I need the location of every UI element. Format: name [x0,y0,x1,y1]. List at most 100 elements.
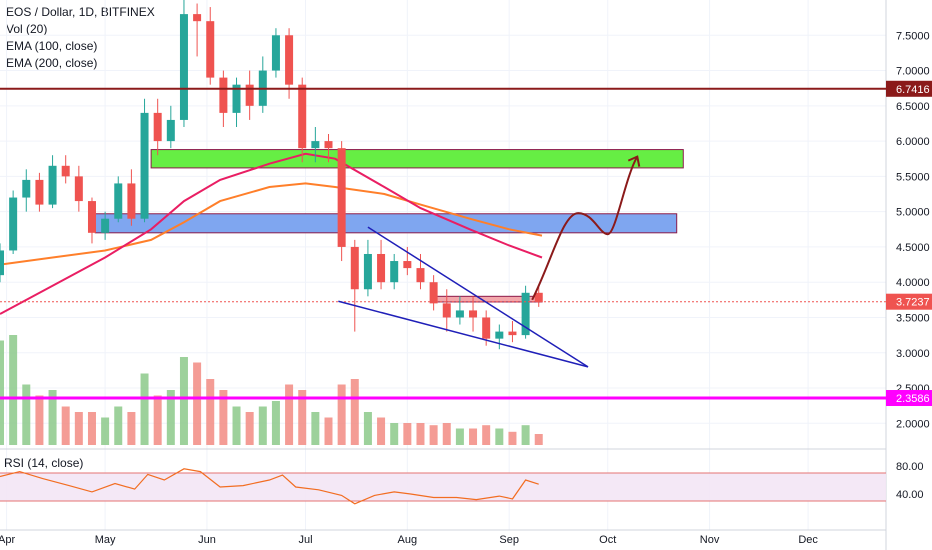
candle-body-24 [311,141,320,149]
candle-body-21 [271,35,280,71]
candle-body-12 [153,112,162,142]
candle-body-27 [350,246,359,290]
volume-bar-13 [166,390,175,445]
last-price-label: 3.7237 [896,297,930,309]
candle-body-16 [206,21,215,78]
volume-bar-40 [521,425,530,445]
candle-body-31 [403,261,412,269]
candle-body-0 [0,250,4,276]
volume-bar-37 [482,425,491,445]
candle-body-6 [74,176,83,202]
volume-bar-28 [363,412,372,445]
candle-body-32 [416,268,425,283]
volume-bar-2 [22,384,31,445]
y-tick-label-0: 7.5000 [896,30,930,42]
candle-body-3 [35,179,44,205]
volume-bar-9 [114,406,123,445]
volume-bar-23 [298,390,307,445]
candle-body-5 [61,165,70,177]
candle-body-40 [521,292,530,336]
rsi-tick-label-1: 40.00 [896,489,924,501]
y-tick-label-2: 6.5000 [896,101,930,113]
volume-bar-39 [508,431,517,445]
x-tick-label-dec: Dec [798,534,818,546]
candle-body-34 [442,303,451,318]
volume-bar-32 [416,423,425,445]
volume-bar-22 [285,384,294,445]
volume-bar-31 [403,423,412,445]
candle-body-19 [245,84,254,106]
ema200-indicator-label[interactable]: EMA (200, close) [6,56,98,70]
volume-indicator-label[interactable]: Vol (20) [6,22,48,36]
y-tick-label-11: 2.0000 [896,418,930,430]
candle-body-38 [495,331,504,339]
volume-bar-0 [0,340,4,445]
candle-body-28 [363,253,372,290]
candle-body-7 [87,201,96,233]
green-zone [150,149,684,169]
volume-bar-16 [206,379,215,445]
y-tick-label-6: 4.5000 [896,242,930,254]
projection-path [531,156,639,301]
volume-bar-8 [101,417,110,445]
x-tick-label-oct: Oct [599,534,616,546]
volume-bar-15 [193,362,202,445]
volume-bar-19 [245,412,254,445]
rsi-band [0,473,886,501]
candle-body-10 [127,183,136,219]
y-tick-label-5: 5.0000 [896,207,930,219]
rsi-tick-label-0: 80.00 [896,461,924,473]
y-tick-label-9: 3.0000 [896,348,930,360]
volume-bar-3 [35,395,44,445]
candle-body-30 [390,261,399,283]
volume-bar-12 [153,395,162,445]
volume-bar-30 [390,423,399,445]
x-tick-label-jul: Jul [298,534,312,546]
volume-bar-36 [469,428,478,445]
projection-arrowhead [627,155,641,167]
volume-bar-7 [87,412,96,445]
rsi-line [0,468,539,505]
resistance-price-label-bg [886,80,932,97]
volume-bar-1 [9,335,18,445]
y-tick-label-7: 4.0000 [896,277,930,289]
candle-body-14 [179,14,188,120]
support-price-label: 2.3586 [896,393,930,405]
candle-body-36 [469,310,478,318]
ema200-line [0,152,543,315]
volume-bar-27 [350,379,359,445]
ema100-line [0,182,543,266]
candlesticks [0,0,543,350]
volume-bar-6 [74,412,83,445]
candle-body-9 [114,183,123,219]
candle-body-2 [22,179,31,198]
candle-body-37 [482,317,491,339]
x-tick-label-nov: Nov [700,534,720,546]
ema100-indicator-label[interactable]: EMA (100, close) [6,39,98,53]
x-tick-label-sep: Sep [499,534,519,546]
volume-bar-26 [337,384,346,445]
volume-bars [0,335,543,445]
y-tick-label-1: 7.0000 [896,66,930,78]
volume-bar-38 [495,428,504,445]
volume-bar-25 [324,417,333,445]
candle-body-4 [48,165,57,205]
candle-body-26 [337,148,346,247]
y-tick-label-4: 5.5000 [896,171,930,183]
last-price-label-bg [886,293,932,310]
volume-bar-35 [455,428,464,445]
candle-body-11 [140,112,149,219]
wedge-upper-line [367,226,589,368]
candle-body-25 [324,141,333,149]
candle-body-39 [508,331,517,336]
chart-info-panel: EOS / Dollar, 1D, BITFINEX Vol (20) EMA … [6,4,155,72]
candle-body-23 [298,84,307,149]
annotation-zones [94,149,684,303]
x-tick-label-aug: Aug [398,534,418,546]
volume-bar-5 [61,406,70,445]
volume-bar-17 [219,390,228,445]
resistance-price-label: 6.7416 [896,84,930,96]
rsi-indicator-label[interactable]: RSI (14, close) [4,456,84,470]
trend-drawings [0,87,886,400]
